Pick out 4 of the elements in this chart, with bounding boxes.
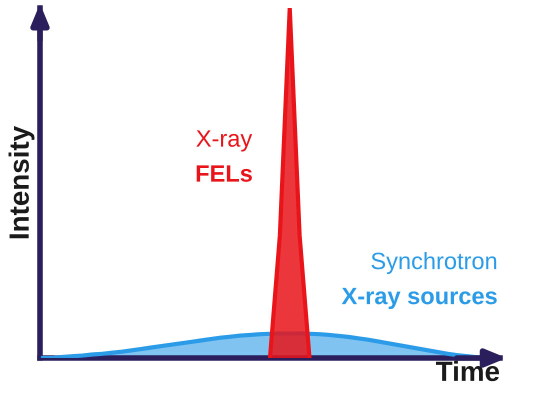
series-label: Synchrotron X-ray sources <box>342 252 497 309</box>
x-axis-title: Time <box>436 360 500 382</box>
y-axis-title: Intensity <box>8 126 34 238</box>
series-label: X-ray FELs <box>196 130 252 182</box>
